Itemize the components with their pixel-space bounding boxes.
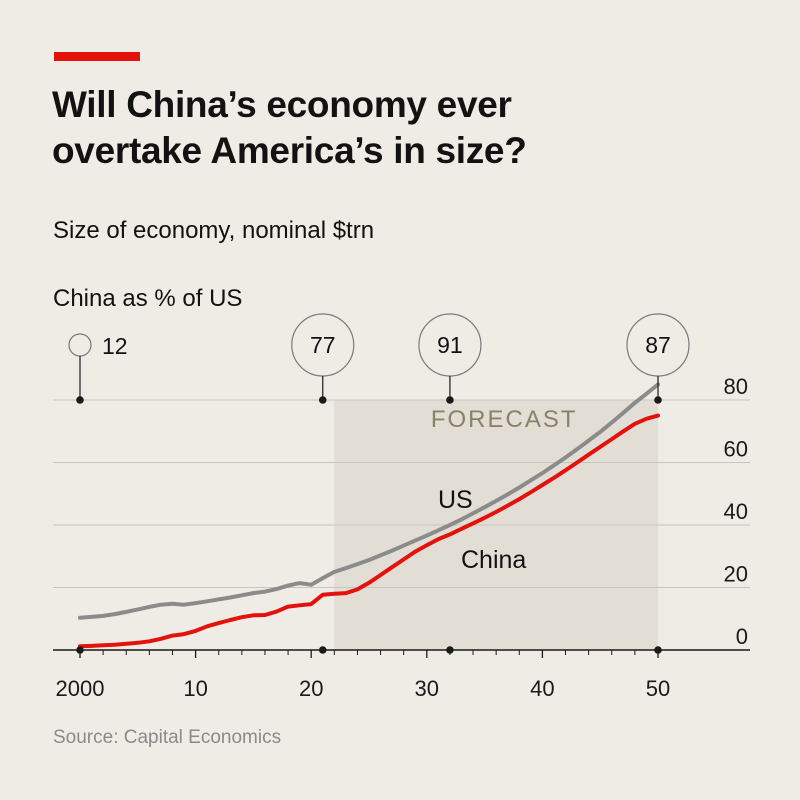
forecast-label: FORECAST bbox=[431, 406, 578, 433]
chart-title: Will China’s economy ever overtake Ameri… bbox=[52, 82, 752, 174]
x-tick-label: 50 bbox=[646, 676, 670, 701]
pct-circle bbox=[68, 333, 92, 357]
pct-top-dot bbox=[446, 396, 454, 404]
source-note: Source: Capital Economics bbox=[53, 727, 282, 748]
x-tick-label: 40 bbox=[530, 676, 554, 701]
pct-marker: 77 bbox=[291, 313, 355, 654]
pct-base-dot bbox=[76, 646, 84, 654]
accent-bar bbox=[54, 52, 140, 61]
pct-base-dot bbox=[446, 646, 454, 654]
x-tick-label: 30 bbox=[415, 676, 439, 701]
pct-base-dot bbox=[654, 646, 662, 654]
series-label-china: China bbox=[461, 546, 526, 574]
x-tick-label: 20 bbox=[299, 676, 323, 701]
pct-value: 91 bbox=[437, 332, 463, 358]
pct-top-dot bbox=[654, 396, 662, 404]
title-line-1: Will China’s economy ever bbox=[52, 84, 512, 125]
pct-marker: 87 bbox=[626, 313, 690, 654]
series-label-us: US bbox=[438, 486, 473, 514]
y-tick-label: 80 bbox=[724, 374, 748, 399]
pct-top-dot bbox=[318, 396, 327, 404]
pct-value: 77 bbox=[310, 332, 336, 358]
pct-marker: 91 bbox=[418, 313, 482, 654]
y-tick-label: 40 bbox=[724, 499, 748, 524]
pct-value: 12 bbox=[102, 333, 128, 359]
chart-subtitle: Size of economy, nominal $trn bbox=[53, 217, 375, 244]
pct-marker: 12 bbox=[68, 333, 128, 654]
x-tick-label: 10 bbox=[183, 676, 207, 701]
title-line-2: overtake America’s in size? bbox=[52, 130, 527, 171]
series-line-china bbox=[78, 413, 660, 649]
y-tick-label: 0 bbox=[736, 624, 748, 649]
x-tick-label: 2000 bbox=[56, 676, 105, 701]
y-tick-label: 20 bbox=[724, 562, 748, 587]
pct-value: 87 bbox=[645, 332, 671, 358]
y-tick-label: 60 bbox=[724, 437, 748, 462]
china-pct-label: China as % of US bbox=[53, 285, 243, 312]
pct-base-dot bbox=[318, 646, 327, 654]
pct-top-dot bbox=[76, 396, 84, 404]
series-line-us bbox=[78, 382, 660, 620]
